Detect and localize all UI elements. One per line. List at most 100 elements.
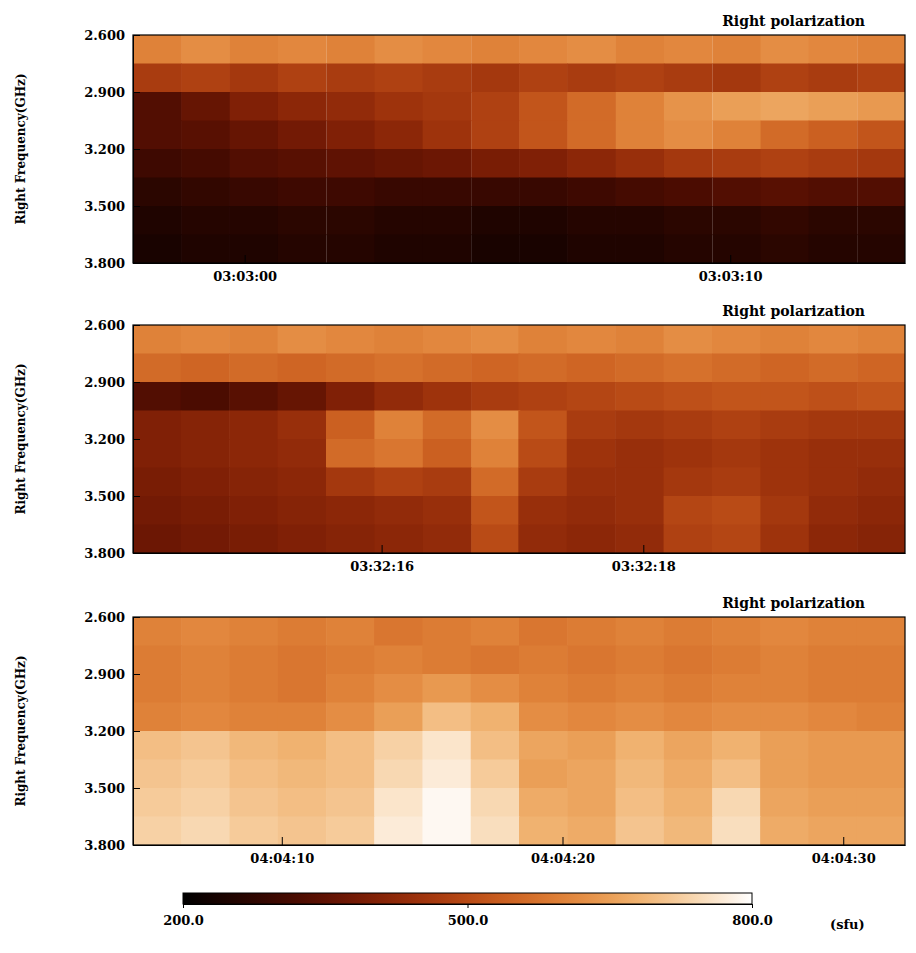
cell <box>471 674 520 703</box>
colorbar-label: (sfu) <box>830 917 865 932</box>
cell <box>664 674 713 703</box>
cell <box>567 325 616 354</box>
cell <box>808 646 857 675</box>
cell <box>471 468 520 497</box>
tick: 2.900 <box>84 85 140 100</box>
cell <box>809 354 858 383</box>
cell <box>616 235 665 264</box>
cell <box>519 178 568 207</box>
cell <box>567 206 616 235</box>
cell <box>374 468 423 497</box>
tick-mark <box>752 904 753 908</box>
cell <box>278 178 327 207</box>
tick: 03:32:18 <box>612 545 676 574</box>
tick-mark <box>133 439 140 440</box>
tick-label: 2.900 <box>84 667 125 682</box>
cell <box>664 468 713 497</box>
cell <box>760 646 809 675</box>
cell <box>857 760 905 789</box>
cell <box>326 411 375 440</box>
cell <box>567 35 616 64</box>
cell <box>326 817 375 846</box>
cell <box>616 788 665 817</box>
cell <box>857 325 905 354</box>
cell <box>519 121 568 150</box>
cell <box>857 178 905 207</box>
cell <box>857 354 905 383</box>
cell <box>326 121 375 150</box>
tick-mark <box>133 496 140 497</box>
cell <box>616 206 665 235</box>
cell <box>712 788 761 817</box>
cell <box>567 92 616 121</box>
cell <box>230 817 279 846</box>
cell <box>615 354 664 383</box>
tick: 03:03:00 <box>213 255 277 284</box>
tick-mark <box>133 35 140 36</box>
x-axis: 04:04:10 04:04:20 04:04:30 <box>134 837 906 866</box>
cell <box>761 92 810 121</box>
cell <box>181 496 230 525</box>
cell <box>326 206 375 235</box>
cell <box>712 525 761 554</box>
tick-label: 3.500 <box>84 781 125 796</box>
cell <box>133 731 182 760</box>
plot-frame <box>133 617 905 845</box>
cell <box>760 525 809 554</box>
tick-label: 2.900 <box>84 85 125 100</box>
cell <box>664 411 713 440</box>
cell <box>664 496 713 525</box>
cell <box>616 817 665 846</box>
cell <box>423 325 472 354</box>
cell <box>326 382 375 411</box>
cell <box>181 788 230 817</box>
cell <box>518 354 567 383</box>
cell <box>712 703 761 732</box>
colorbar <box>183 893 752 904</box>
cell <box>278 525 327 554</box>
tick-mark <box>730 255 731 263</box>
cell <box>423 235 472 264</box>
cell <box>471 525 520 554</box>
cell <box>616 178 665 207</box>
cell <box>857 674 905 703</box>
tick-mark <box>183 904 184 908</box>
cell <box>471 760 520 789</box>
cell <box>857 411 905 440</box>
cell <box>712 731 761 760</box>
cell <box>616 674 665 703</box>
cell <box>181 382 230 411</box>
tick-label: 3.500 <box>84 489 125 504</box>
cell <box>133 525 181 554</box>
cell <box>374 411 423 440</box>
tick-label: 04:04:10 <box>250 851 314 866</box>
cell <box>471 206 520 235</box>
cell <box>808 731 857 760</box>
cell <box>278 703 327 732</box>
cell <box>712 496 761 525</box>
cell <box>809 35 858 64</box>
cell <box>423 354 472 383</box>
tick-label: 03:03:00 <box>213 269 277 284</box>
cell <box>278 439 327 468</box>
plot-frame <box>133 35 905 263</box>
cell <box>230 178 279 207</box>
cell <box>326 760 375 789</box>
cell <box>519 760 568 789</box>
tick: 04:04:30 <box>812 837 876 866</box>
cell <box>712 817 761 846</box>
cell <box>326 731 375 760</box>
cell <box>229 496 278 525</box>
cell <box>615 496 664 525</box>
cell <box>567 817 616 846</box>
cell <box>471 496 520 525</box>
tick: 500.0 <box>448 904 489 928</box>
y-axis: 2.6002.9003.2003.5003.800 <box>84 318 140 561</box>
tick-label: 04:04:20 <box>531 851 595 866</box>
cell <box>374 674 423 703</box>
cell <box>181 325 230 354</box>
tick: 800.0 <box>732 904 773 928</box>
cell <box>857 525 905 554</box>
cell <box>230 703 279 732</box>
cell <box>567 382 616 411</box>
